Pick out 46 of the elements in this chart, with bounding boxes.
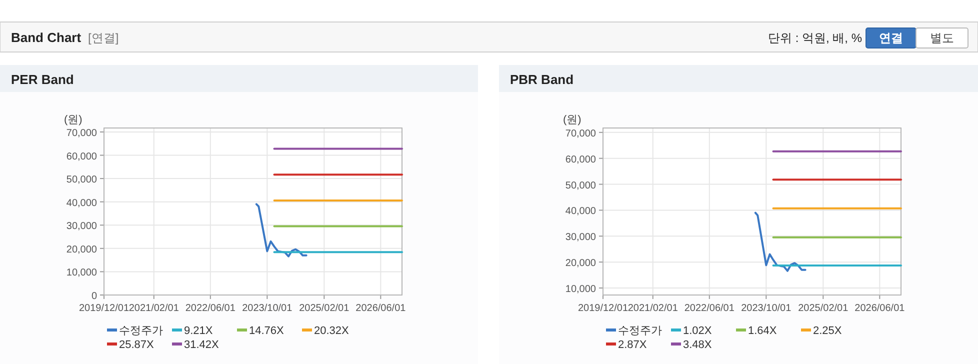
x-tick-label: 2022/06/01 — [684, 303, 735, 314]
chart-title: PBR Band — [510, 72, 574, 87]
x-tick-label: 2019/12/01 — [578, 303, 628, 314]
x-tick-label: 2022/06/01 — [185, 303, 236, 314]
y-tick-label: 70,000 — [565, 128, 596, 140]
y-tick-label: 30,000 — [565, 232, 596, 244]
x-tick-label: 2019/12/01 — [78, 303, 130, 314]
y-tick-label: 20,000 — [66, 244, 98, 256]
y-tick-label: 50,000 — [565, 180, 596, 192]
legend-label: 31.42X — [184, 339, 220, 351]
chart-title: PER Band — [11, 72, 74, 87]
y-tick-label: 10,000 — [66, 268, 98, 279]
x-tick-label: 2026/06/01 — [854, 303, 906, 314]
y-tick-label: 0 — [91, 291, 98, 302]
y-tick-label: 20,000 — [565, 258, 596, 270]
y-tick-label: 30,000 — [66, 221, 98, 232]
line-series — [754, 212, 806, 272]
y-tick-label: 40,000 — [565, 206, 596, 218]
legend-label: 2.25X — [813, 325, 842, 337]
legend-label: 9.21X — [184, 325, 214, 337]
legend-label: 3.48X — [683, 339, 712, 351]
x-tick-label: 2023/10/01 — [242, 303, 293, 314]
x-tick-label: 2021/02/01 — [128, 303, 180, 314]
legend-label: 1.64X — [748, 325, 778, 337]
x-tick-label: 2025/02/01 — [798, 303, 849, 314]
legend-label: 1.02X — [683, 325, 712, 337]
x-tick-label: 2025/02/01 — [299, 303, 350, 314]
legend-label: 14.76X — [249, 325, 285, 337]
x-tick-label: 2026/06/01 — [356, 303, 406, 314]
y-axis-title: (원) — [64, 114, 82, 126]
legend-label: 25.87X — [119, 339, 155, 351]
legend-label: 20.32X — [314, 325, 350, 337]
y-tick-label: 10,000 — [565, 284, 596, 295]
legend-label: 2.87X — [618, 339, 648, 351]
x-tick-label: 2021/02/01 — [628, 303, 678, 314]
legend-label: 수정주가 — [119, 325, 163, 337]
legend-label: 수정주가 — [618, 325, 662, 337]
y-tick-label: 70,000 — [66, 128, 98, 139]
y-axis-title: (원) — [563, 114, 582, 126]
y-tick-label: 50,000 — [66, 174, 98, 186]
line-series — [255, 203, 308, 258]
x-tick-label: 2023/10/01 — [741, 303, 792, 314]
y-tick-label: 60,000 — [565, 154, 596, 166]
y-tick-label: 40,000 — [66, 198, 98, 209]
header: Band Chart [연결] 단위 : 억원, 배, % 연결 별도 — [0, 22, 978, 52]
y-tick-label: 60,000 — [66, 151, 98, 162]
